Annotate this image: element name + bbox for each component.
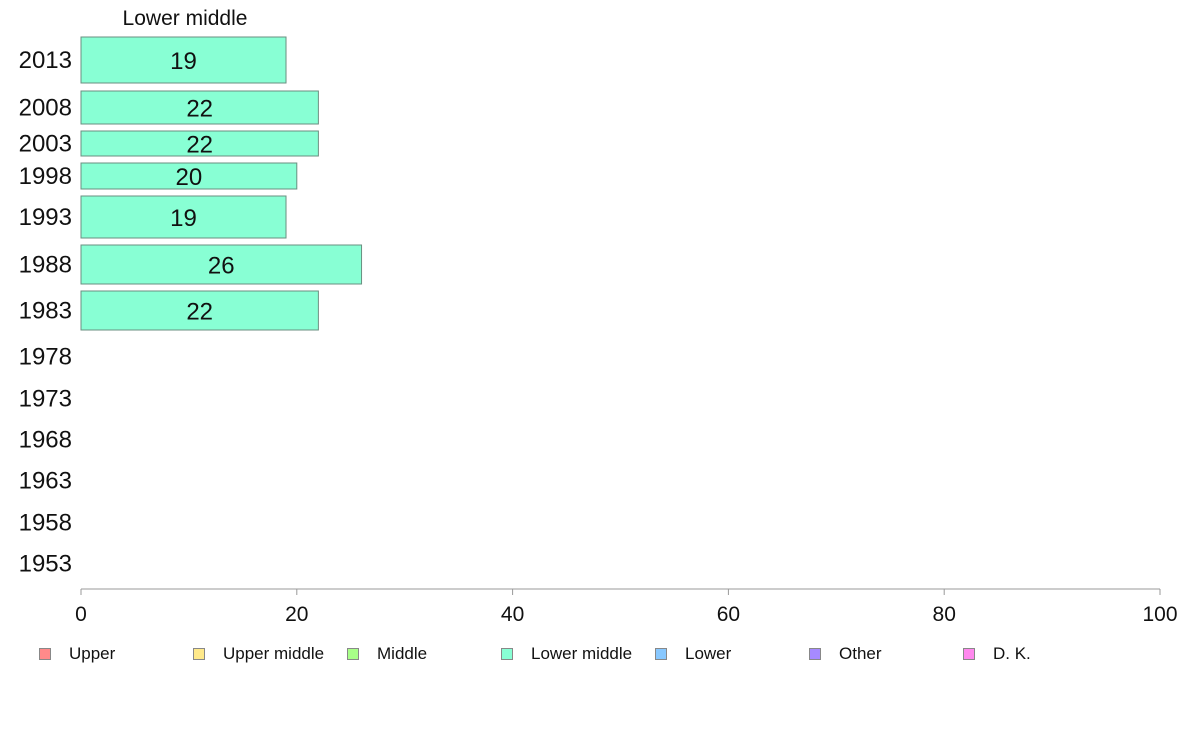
legend-label: Upper middle [223, 644, 325, 663]
bar [80, 290, 319, 331]
x-tick-label: 40 [501, 603, 524, 626]
legend-swatch [501, 648, 513, 660]
bar [80, 36, 287, 84]
legend-label: Lower [685, 644, 732, 663]
legend-swatch [347, 648, 359, 660]
bar [80, 195, 287, 239]
y-tick-label: 1973 [19, 386, 72, 413]
x-tick-label: 0 [75, 603, 87, 626]
legend-item: Other [809, 640, 882, 668]
legend-item: Lower middle [501, 640, 632, 668]
legend-item: Upper [39, 640, 115, 668]
data-label: 20 [176, 164, 203, 191]
legend: Upper Upper middle Middle Lower middle Lower… [0, 640, 1188, 668]
y-tick-label: 1958 [19, 510, 72, 537]
legend-label: Other [839, 644, 882, 663]
y-tick-label: 1998 [19, 163, 72, 190]
chart: Lower middle 19 22 22 20 19 26 22 2013 2008 2003… [19, 7, 1178, 626]
y-tick-label: 1953 [19, 551, 72, 578]
legend-item: D. K. [963, 640, 1031, 668]
legend-label: Middle [377, 644, 428, 663]
legend-swatch [193, 648, 205, 660]
legend-label: Upper [69, 644, 116, 663]
legend-swatch [963, 648, 975, 660]
legend-item: Middle [347, 640, 427, 668]
data-label: 22 [186, 132, 213, 159]
legend-label: D. K. [993, 644, 1031, 663]
bar [80, 90, 319, 125]
legend-item: Lower [655, 640, 731, 668]
x-tick-label: 20 [285, 603, 308, 626]
data-label: 19 [170, 205, 197, 232]
legend-swatch [809, 648, 821, 660]
y-tick-label: 1988 [19, 252, 72, 279]
y-tick-label: 1968 [19, 427, 72, 454]
legend-item: Upper middle [193, 640, 324, 668]
chart-title: Lower middle [123, 7, 248, 30]
y-tick-label: 1983 [19, 298, 72, 325]
x-tick-label: 60 [717, 603, 740, 626]
y-tick-label: 1963 [19, 468, 72, 495]
data-label: 19 [170, 48, 197, 75]
data-label: 26 [208, 253, 235, 280]
data-label: 22 [186, 96, 213, 123]
y-tick-label: 1993 [19, 204, 72, 231]
x-tick-label: 100 [1142, 603, 1177, 626]
bars-group: 19 22 22 20 19 26 22 [80, 36, 363, 331]
y-tick-label: 2013 [19, 47, 72, 74]
legend-label: Lower middle [531, 644, 633, 663]
x-axis: 0 20 40 60 80 100 [75, 588, 1178, 626]
bar [80, 130, 319, 157]
legend-swatch [39, 648, 51, 660]
bar [80, 162, 298, 190]
y-tick-label: 1978 [19, 344, 72, 371]
bar [80, 244, 363, 285]
y-tick-label: 2008 [19, 95, 72, 122]
legend-swatch [655, 648, 667, 660]
x-tick-label: 80 [933, 603, 956, 626]
y-axis-labels: 2013 2008 2003 1998 1993 1988 1983 1978 1973 1968… [19, 47, 72, 578]
data-label: 22 [186, 299, 213, 326]
y-tick-label: 2003 [19, 131, 72, 158]
